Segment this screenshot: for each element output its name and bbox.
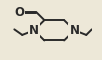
Text: N: N xyxy=(69,24,79,37)
Text: O: O xyxy=(14,6,24,19)
Text: N: N xyxy=(29,24,39,37)
